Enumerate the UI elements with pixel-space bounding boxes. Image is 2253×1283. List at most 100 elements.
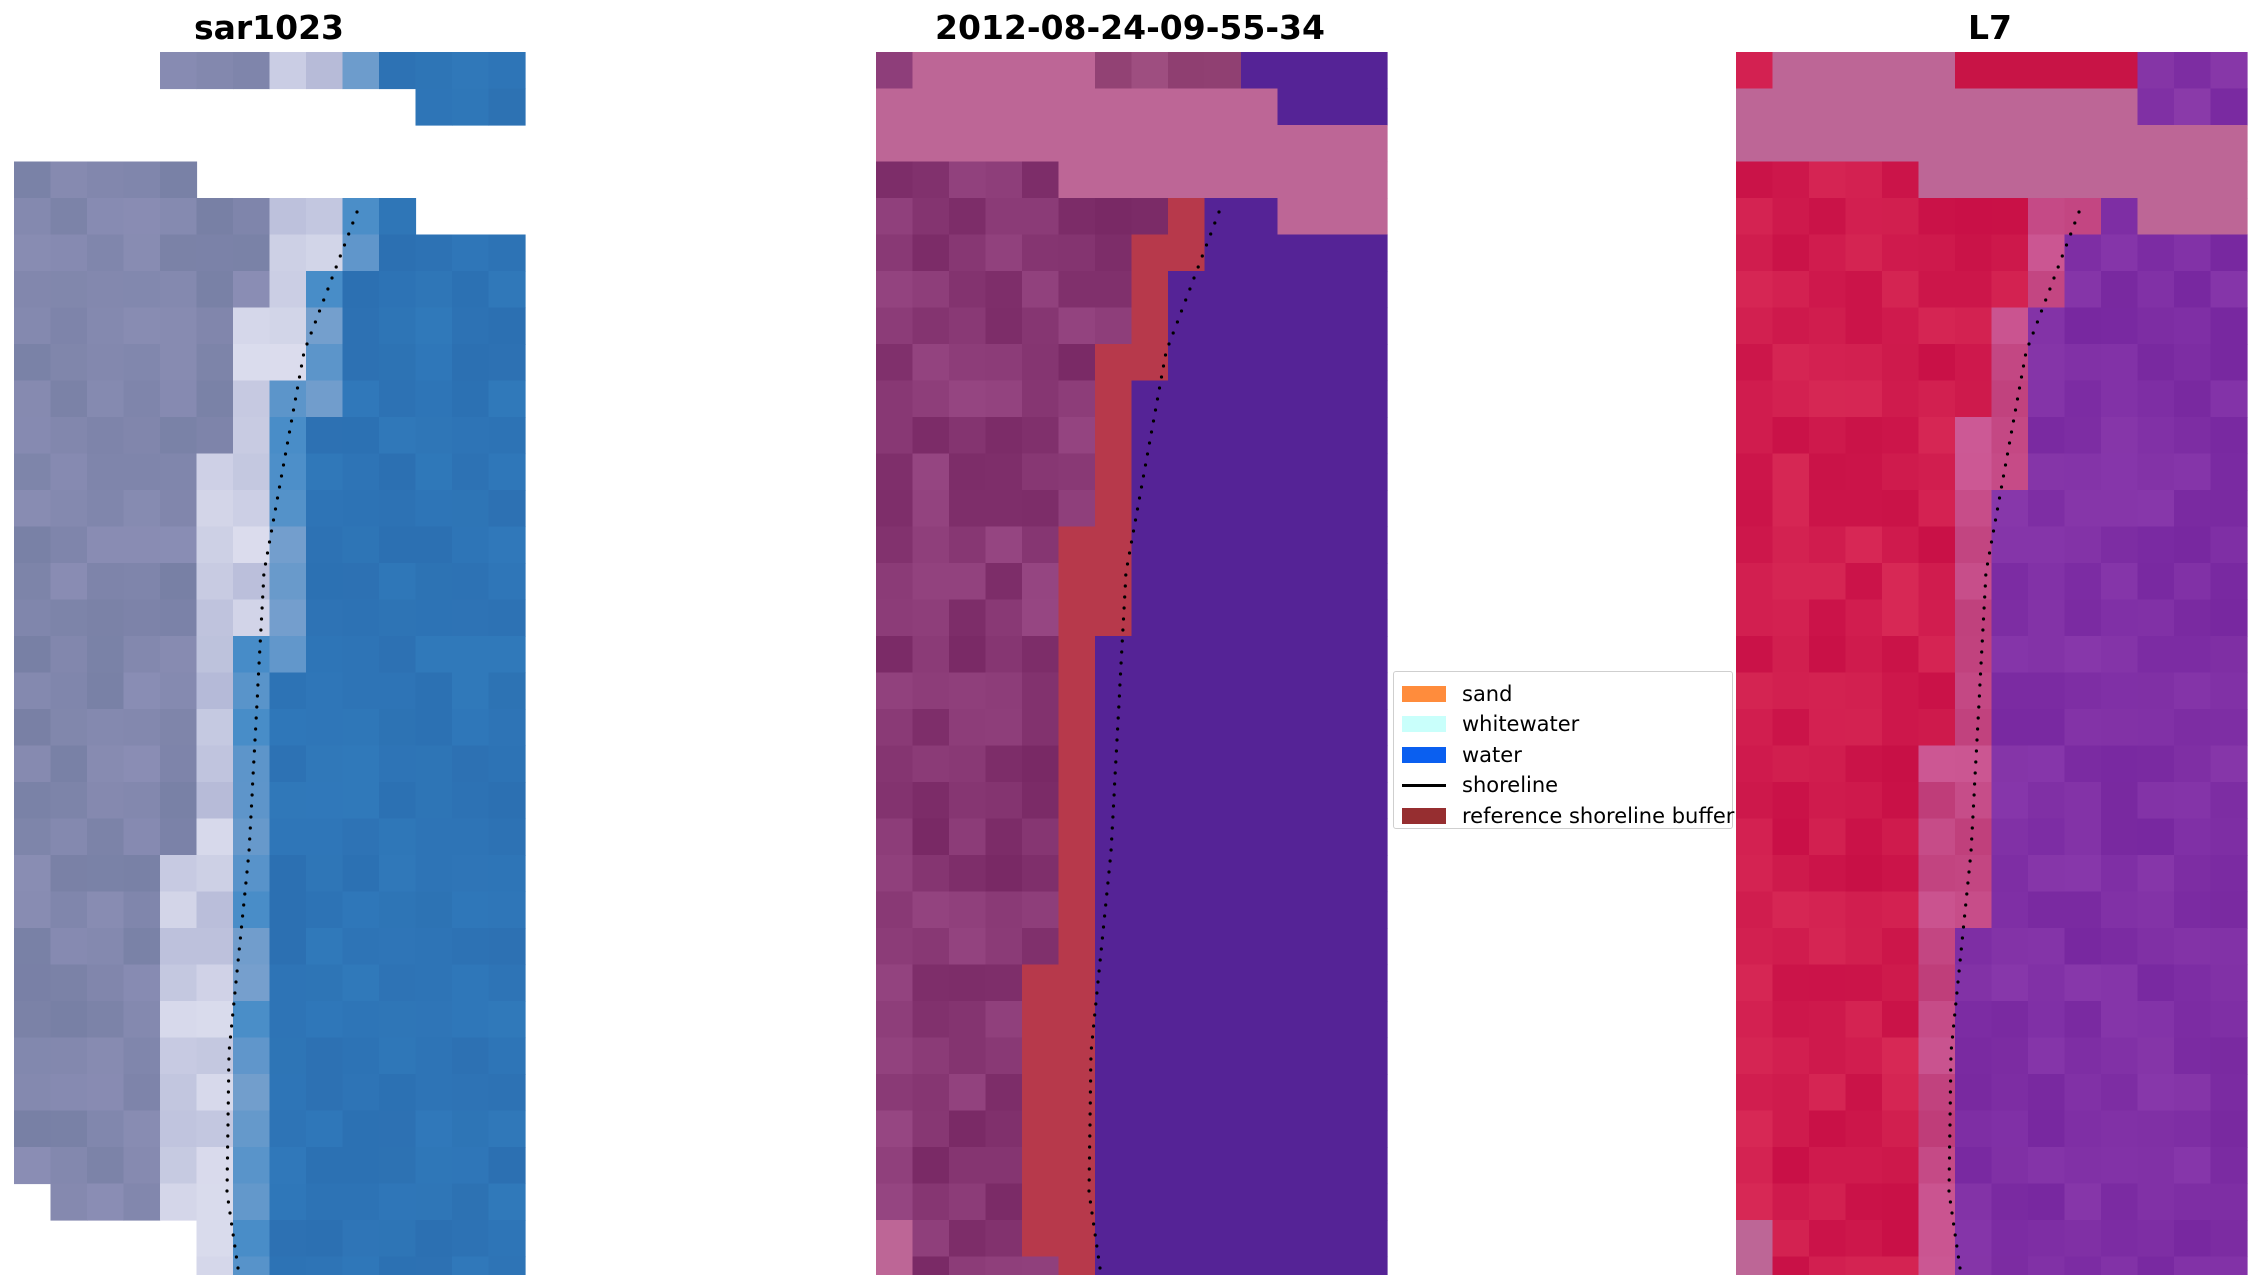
shoreline-dot [227,1046,231,1050]
pixel-cell [452,1074,490,1112]
pixel-cell [1772,672,1810,710]
pixel-cell [1022,52,1060,90]
shoreline-dot [2039,309,2044,313]
pixel-cell [2174,855,2212,893]
shoreline-dot [1196,265,1200,269]
pixel-cell [1955,1074,1993,1112]
shoreline-dot [238,936,242,940]
shoreline-dot [260,606,264,610]
pixel-cell [1314,1074,1352,1112]
pixel-cell [50,672,88,710]
pixel-cell [50,271,88,309]
pixel-cell [2174,490,2212,528]
pixel-cell [342,891,380,929]
shoreline-dot [1143,463,1148,467]
pixel-cell [452,1001,490,1039]
pixel-cell [1022,782,1060,820]
pixel-cell [1918,88,1956,126]
pixel-cell [1991,1074,2029,1112]
pixel-cell [876,234,914,272]
shoreline-dot [1948,1145,1952,1149]
pixel-cell [1772,563,1810,601]
pixel-cell [379,271,417,309]
pixel-cell [1022,636,1060,674]
pixel-cell [1845,1147,1883,1185]
pixel-cell [1314,1256,1352,1275]
pixel-cell [196,526,234,564]
pixel-cell [196,198,234,236]
pixel-cell [1918,964,1956,1002]
pixel-cell [2028,855,2066,893]
pixel-cell [1168,891,1206,929]
pixel-cell [160,1037,198,1075]
pixel-cell [123,818,161,856]
pixel-cell [1314,1220,1352,1258]
pixel-cell [1809,928,1847,966]
pixel-cell [949,490,987,528]
pixel-cell [2028,782,2066,820]
shoreline-dot [1949,1057,1953,1061]
pixel-cell [87,490,125,528]
pixel-cell [1882,125,1920,163]
pixel-cell [1131,1256,1169,1275]
pixel-cell [1277,818,1315,856]
pixel-cell [14,599,52,637]
shoreline-dot [249,804,254,808]
pixel-cell [1845,526,1883,564]
pixel-cell [342,380,380,418]
pixel-cell [415,1183,453,1221]
pixel-cell [415,271,453,309]
shoreline-dot [309,331,313,335]
pixel-cell [50,1147,88,1185]
pixel-cell [2137,88,2175,126]
pixel-cell [2064,417,2102,455]
pixel-cell [342,745,380,783]
shoreline-dot [255,694,259,698]
shoreline-dot [351,221,355,225]
pixel-cell [269,745,307,783]
shoreline-dot [1947,1178,1951,1182]
shoreline-dot [1978,672,1983,676]
pixel-cell [269,709,307,747]
pixel-cell [2101,198,2139,236]
pixel-cell [1277,599,1315,637]
pixel-cell [949,271,987,309]
pixel-cell [1022,709,1060,747]
pixel-cell [912,161,950,199]
pixel-cell [1277,672,1315,710]
shoreline-dot [227,1057,231,1061]
pixel-cell [1022,1074,1060,1112]
shoreline-dot [2007,441,2012,445]
pixel-cell [2137,855,2175,893]
pixel-cell [2174,599,2212,637]
pixel-cell [1350,1147,1388,1185]
pixel-cell [233,672,271,710]
pixel-cell [985,1147,1023,1185]
pixel-cell [912,1001,950,1039]
pixel-cell [1131,1183,1169,1221]
pixel-cell [1772,855,1810,893]
pixel-cell [2174,417,2212,455]
pixel-cell [488,344,526,382]
pixel-cell [2210,1220,2248,1258]
pixel-cell [1131,928,1169,966]
pixel-cell [2137,526,2175,564]
pixel-cell [1095,526,1133,564]
pixel-cell [1845,599,1883,637]
shoreline-dot [225,1189,229,1193]
pixel-cell [2210,1256,2248,1275]
shoreline-dot [245,870,249,874]
shoreline-dot [1115,738,1119,742]
shoreline-dot [1175,320,1179,324]
pixel-cell [1955,709,1993,747]
pixel-cell [1736,709,1774,747]
pixel-cell [1350,307,1388,345]
pixel-cell [2137,709,2175,747]
pixel-cell [1241,709,1279,747]
pixel-cell [1022,307,1060,345]
pixel-cell [1882,891,1920,929]
pixel-cell [1277,380,1315,418]
pixel-cell [14,1037,52,1075]
pixel-cell [1168,1110,1206,1148]
pixel-cell [160,1147,198,1185]
